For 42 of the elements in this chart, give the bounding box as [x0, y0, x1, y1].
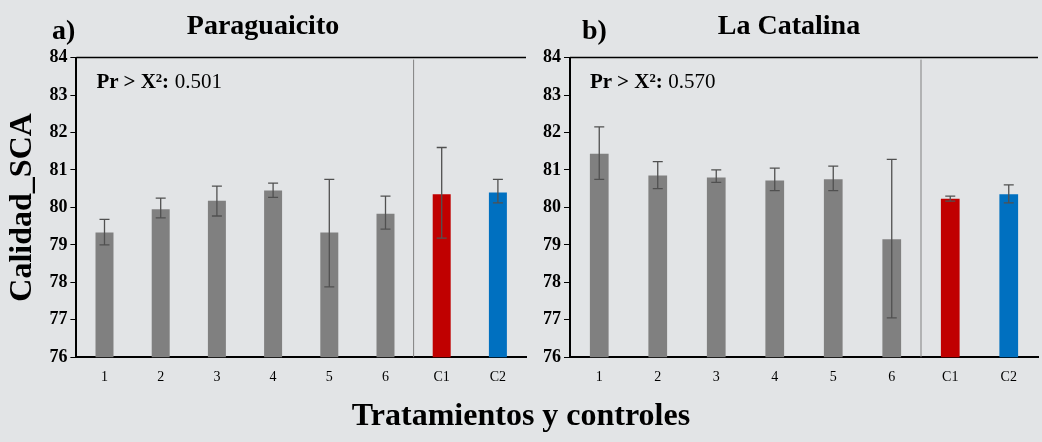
x-tick-label: 5 [325, 369, 333, 385]
y-tick-label: 79 [49, 233, 68, 254]
annotation: Pr > X²: 0.501 [96, 68, 222, 93]
x-tick-label: 6 [382, 369, 389, 385]
y-tick-label: 77 [543, 308, 561, 329]
x-tick-label: 2 [654, 369, 662, 385]
x-tick-label: 4 [771, 369, 779, 385]
y-tick-label: 84 [49, 46, 68, 67]
y-tick-label: 76 [49, 345, 68, 366]
y-tick-label: 84 [543, 46, 561, 67]
x-tick-label: 6 [888, 369, 896, 385]
x-tick-label: C2 [489, 369, 507, 385]
x-tick-label: 3 [213, 369, 221, 385]
x-tick-label: C1 [433, 369, 450, 385]
y-tick-label: 83 [543, 83, 561, 104]
y-tick-label: 82 [49, 121, 68, 142]
y-tick-label: 78 [49, 270, 68, 291]
text: b) [582, 14, 607, 46]
y-tick-label: 81 [543, 158, 561, 179]
y-tick-label: 80 [49, 196, 68, 217]
y-tick-label: 83 [49, 83, 68, 104]
y-tick-label: 80 [543, 196, 561, 217]
y-tick-label: 78 [543, 270, 561, 291]
annotation: Pr > X²: 0.570 [590, 68, 716, 93]
y-tick-label: 82 [543, 121, 561, 142]
x-axis-title: Tratamientos y controles [350, 396, 692, 433]
chart-title: Paraguaicito [186, 9, 340, 41]
y-tick-label: 79 [543, 233, 561, 254]
x-tick-label: C1 [942, 369, 959, 385]
x-tick-label: 5 [829, 369, 837, 385]
y-tick-label: 76 [543, 345, 561, 366]
x-tick-label: 1 [595, 369, 603, 385]
text: a) [52, 14, 76, 46]
y-tick-label: 81 [49, 158, 68, 179]
y-tick-label: 77 [49, 308, 68, 329]
chart-title: La Catalina [717, 9, 861, 41]
x-tick-label: 4 [269, 369, 277, 385]
x-tick-label: 3 [712, 369, 720, 385]
x-tick-label: 2 [157, 369, 165, 385]
x-tick-label: 1 [101, 369, 108, 385]
y-axis-title: Calidad_SCA [2, 113, 39, 302]
x-tick-label: C2 [1000, 369, 1017, 385]
